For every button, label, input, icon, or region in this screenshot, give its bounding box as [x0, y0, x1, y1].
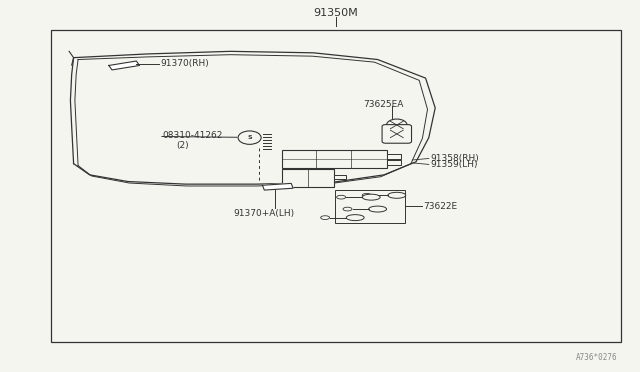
Ellipse shape — [388, 192, 406, 198]
Text: S: S — [247, 135, 252, 140]
Ellipse shape — [346, 215, 364, 221]
Bar — [282, 150, 387, 168]
Text: 91370(RH): 91370(RH) — [160, 60, 209, 68]
Ellipse shape — [362, 193, 371, 197]
Circle shape — [387, 119, 407, 131]
Bar — [51, 30, 621, 342]
Bar — [335, 190, 405, 223]
Polygon shape — [109, 61, 140, 70]
FancyBboxPatch shape — [382, 125, 412, 143]
Bar — [282, 169, 334, 187]
Text: 73625EA: 73625EA — [364, 100, 404, 109]
Text: 73622E: 73622E — [424, 202, 458, 211]
Text: A736*0276: A736*0276 — [576, 353, 618, 362]
Bar — [387, 154, 401, 159]
Text: 91370+A(LH): 91370+A(LH) — [234, 209, 295, 218]
Circle shape — [238, 131, 261, 144]
Ellipse shape — [343, 207, 352, 211]
Ellipse shape — [362, 194, 380, 200]
Text: 91358(RH): 91358(RH) — [430, 154, 479, 163]
Bar — [334, 175, 346, 179]
Text: 08310-41262: 08310-41262 — [162, 131, 222, 140]
Text: (2): (2) — [176, 141, 189, 150]
Ellipse shape — [321, 216, 330, 219]
Ellipse shape — [369, 206, 387, 212]
Text: 91359(LH): 91359(LH) — [430, 160, 477, 169]
Ellipse shape — [337, 195, 346, 199]
Polygon shape — [262, 183, 293, 190]
Bar — [387, 160, 401, 166]
Text: 91350M: 91350M — [314, 8, 358, 18]
